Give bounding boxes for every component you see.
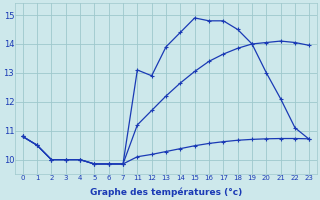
X-axis label: Graphe des températures (°c): Graphe des températures (°c) xyxy=(90,187,242,197)
